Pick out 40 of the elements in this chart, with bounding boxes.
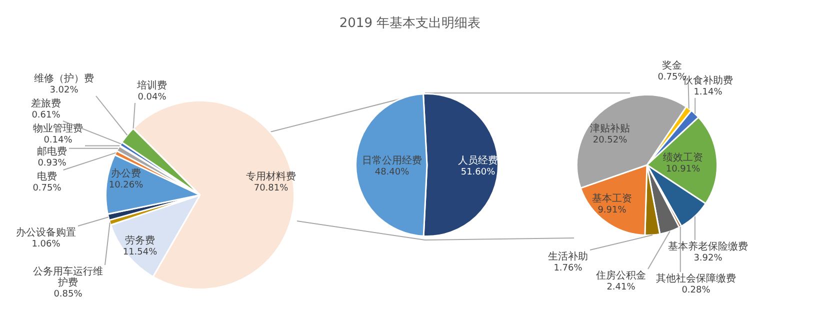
- slice-label: 培训费: [136, 80, 167, 92]
- data-label: 20.52%: [592, 135, 628, 146]
- data-label: 51.60%: [460, 167, 496, 178]
- data-label: 48.40%: [374, 167, 410, 178]
- slice-label: 住房公积金: [596, 270, 646, 282]
- slice-label: 基本养老保险缴费: [668, 240, 748, 253]
- data-label: 0.04%: [138, 92, 167, 102]
- data-label: 70.81%: [254, 183, 289, 194]
- data-label: 0.85%: [54, 289, 83, 300]
- slice-label: 基本工资: [592, 192, 632, 205]
- slice-label: 办公设备购置: [16, 226, 76, 239]
- data-label: 0.28%: [682, 285, 711, 296]
- data-label: 9.91%: [598, 205, 627, 216]
- data-label: 0.75%: [32, 183, 62, 194]
- data-label: 0.14%: [44, 135, 73, 146]
- data-label: 1.14%: [694, 87, 723, 98]
- slice-label: 差旅费: [31, 98, 61, 110]
- data-label: 10.91%: [666, 164, 701, 174]
- slice-label: 其他社会保障缴费: [656, 272, 736, 285]
- data-label: 1.76%: [554, 263, 583, 274]
- slice-label: 专用材料费: [246, 170, 296, 183]
- chart-title: 2019 年基本支出明细表: [339, 15, 481, 32]
- slice-label: 日常公用经费: [362, 154, 422, 167]
- data-label: 3.92%: [694, 253, 723, 264]
- slice-label: 电费: [37, 170, 57, 183]
- data-label: 0.61%: [32, 110, 61, 120]
- slice-label: 奖金: [662, 60, 682, 72]
- slice-label: 公务用车运行维护费: [33, 266, 103, 289]
- slice-label: 津贴补贴: [590, 122, 630, 135]
- slice-label: 绩效工资: [663, 152, 703, 164]
- data-label: 11.54%: [122, 247, 158, 258]
- data-label: 1.06%: [32, 239, 61, 250]
- slice-label: 维修（护）费: [34, 72, 94, 85]
- slice-label: 劳务费: [125, 234, 155, 247]
- data-label: 3.02%: [50, 85, 79, 96]
- data-label: 2.41%: [606, 282, 636, 292]
- data-label: 0.93%: [38, 158, 67, 168]
- slice-label: 人员经费: [458, 154, 498, 167]
- legend-label: 邮电费: [37, 146, 67, 158]
- slice-label: 生活补助: [548, 250, 588, 263]
